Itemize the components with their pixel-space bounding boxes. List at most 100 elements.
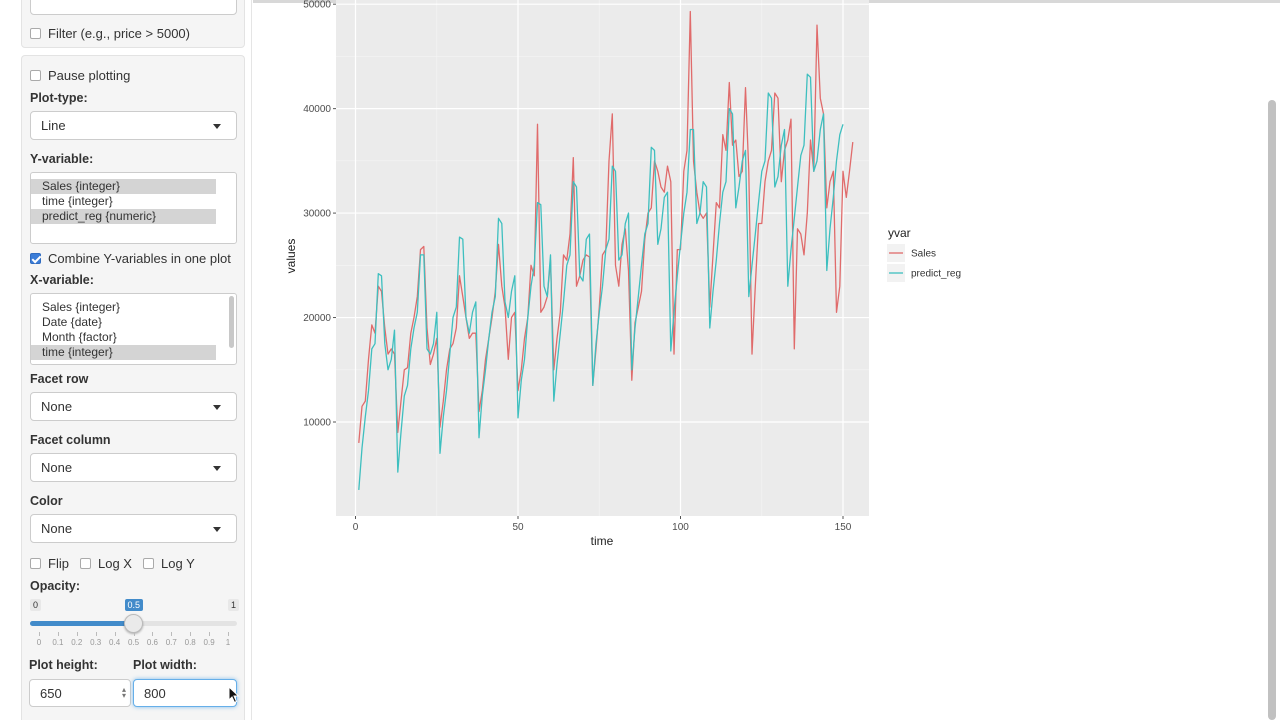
- yvar-option[interactable]: predict_reg {numeric}: [31, 209, 216, 224]
- facet-row-select[interactable]: None: [30, 392, 237, 421]
- slider-handle[interactable]: [124, 614, 143, 633]
- chevron-down-icon: [213, 405, 221, 410]
- y-tick-label: 10000: [303, 417, 331, 428]
- filter-checkbox[interactable]: [30, 28, 41, 39]
- slider-tick-mark: [209, 632, 211, 636]
- slider-tick-label: 0.7: [165, 638, 177, 647]
- line-chart: 10000 20000 30000 40000 50000 0 50 100 150 time…: [284, 0, 961, 548]
- main-panel: 10000 20000 30000 40000 50000 0 50 100 150 time…: [253, 0, 1280, 720]
- plot-type-label: Plot-type:: [30, 91, 88, 105]
- slider-tick-mark: [114, 632, 116, 636]
- yvar-option[interactable]: time {integer}: [42, 194, 113, 208]
- slider-tick-label: 1: [225, 638, 231, 647]
- logy-checkbox-row[interactable]: Log Y: [143, 556, 195, 571]
- xvar-scrollbar[interactable]: [229, 296, 234, 348]
- slider-tick-label: 0.3: [90, 638, 102, 647]
- legend-label: Sales: [911, 249, 936, 260]
- y-tick-label: 40000: [303, 104, 331, 115]
- x-axis-ticks: 0 50 100 150: [353, 516, 852, 533]
- slider-tick-label: 0.2: [71, 638, 83, 647]
- legend: Sales predict_reg: [887, 244, 961, 282]
- plot-height-value: 650: [40, 685, 62, 701]
- logx-label: Log X: [98, 556, 132, 571]
- plot-height-input[interactable]: 650 ▴ ▾: [29, 679, 131, 707]
- legend-title: yvar: [888, 226, 911, 240]
- logx-checkbox[interactable]: [80, 558, 91, 569]
- xvar-option[interactable]: Date {date}: [42, 315, 103, 329]
- logx-checkbox-row[interactable]: Log X: [80, 556, 132, 571]
- x-axis-title: time: [591, 534, 614, 548]
- filter-well: Filter (e.g., price > 5000): [21, 0, 245, 48]
- plot-width-label: Plot width:: [133, 658, 197, 672]
- chevron-down-icon: [213, 466, 221, 471]
- slider-value-label: 0.5: [124, 599, 144, 611]
- slider-tick-label: 0.6: [146, 638, 158, 647]
- slider-tick-label: 0.9: [203, 638, 215, 647]
- slider-tick-label: 0: [36, 638, 42, 647]
- logy-label: Log Y: [161, 556, 195, 571]
- plot-height-label: Plot height:: [29, 658, 98, 672]
- plot-type-select[interactable]: Line: [30, 111, 237, 140]
- yvar-listbox[interactable]: Sales {integer} time {integer} predict_r…: [30, 172, 237, 244]
- slider-tick-mark: [133, 632, 135, 636]
- y-axis-title: values: [284, 239, 298, 274]
- slider-max-label: 1: [228, 599, 240, 611]
- pause-checkbox-row[interactable]: Pause plotting: [30, 68, 130, 83]
- series-line-predict-reg: [358, 73, 844, 490]
- color-select[interactable]: None: [30, 514, 237, 543]
- plot-type-value: Line: [41, 118, 66, 133]
- yvar-label: Y-variable:: [30, 152, 94, 166]
- combine-label: Combine Y-variables in one plot: [48, 251, 231, 266]
- pause-checkbox[interactable]: [30, 70, 41, 81]
- slider-tick-mark: [171, 632, 173, 636]
- x-tick-label: 150: [835, 522, 852, 533]
- slider-tick-mark: [39, 632, 40, 636]
- legend-label: predict_reg: [911, 269, 961, 280]
- y-tick-label: 30000: [303, 209, 331, 220]
- x-tick-label: 50: [512, 522, 524, 533]
- combine-checkbox-row[interactable]: Combine Y-variables in one plot: [30, 251, 231, 266]
- logy-checkbox[interactable]: [143, 558, 154, 569]
- flip-label: Flip: [48, 556, 69, 571]
- facet-row-label: Facet row: [30, 372, 89, 386]
- xvar-option[interactable]: time {integer}: [31, 345, 216, 360]
- xvar-option[interactable]: Month {factor}: [42, 330, 117, 344]
- y-axis-ticks: 10000 20000 30000 40000 50000: [303, 0, 336, 428]
- facet-col-label: Facet column: [30, 433, 111, 447]
- slider-tick-label: 0.4: [109, 638, 121, 647]
- view-input[interactable]: [30, 0, 237, 15]
- facet-row-value: None: [41, 399, 73, 414]
- mouse-cursor-icon: [228, 686, 240, 704]
- page-scrollbar[interactable]: [1268, 100, 1276, 720]
- pause-label: Pause plotting: [48, 68, 131, 83]
- slider-tick-label: 0.8: [184, 638, 196, 647]
- grid-major: [336, 0, 869, 516]
- sidebar: Filter (e.g., price > 5000) Pause plotti…: [0, 0, 252, 720]
- yvar-option[interactable]: Sales {integer}: [31, 179, 216, 194]
- filter-checkbox-row[interactable]: Filter (e.g., price > 5000): [30, 26, 190, 41]
- plot-width-input[interactable]: 800: [133, 679, 237, 707]
- color-label: Color: [30, 494, 63, 508]
- series-layer: [358, 10, 854, 490]
- xvar-label: X-variable:: [30, 273, 94, 287]
- combine-checkbox[interactable]: [30, 253, 41, 264]
- slider-tick-mark: [190, 632, 192, 636]
- slider-tick-mark: [95, 632, 97, 636]
- facet-col-select[interactable]: None: [30, 453, 237, 482]
- slider-tick-mark: [152, 632, 154, 636]
- plot-width-value: 800: [144, 685, 166, 701]
- xvar-option[interactable]: Sales {integer}: [42, 300, 121, 314]
- xvar-listbox[interactable]: Sales {integer} Date {date} Month {facto…: [30, 293, 237, 365]
- flip-checkbox[interactable]: [30, 558, 41, 569]
- stepper-icon[interactable]: ▴ ▾: [121, 685, 126, 700]
- flip-checkbox-row[interactable]: Flip: [30, 556, 69, 571]
- y-tick-label: 20000: [303, 313, 331, 324]
- slider-tick-mark: [76, 632, 78, 636]
- slider-tick-mark: [57, 632, 59, 636]
- color-value: None: [41, 521, 73, 536]
- facet-col-value: None: [41, 460, 73, 475]
- x-tick-label: 0: [353, 522, 359, 533]
- slider-tick-label: 0.5: [127, 638, 140, 647]
- opacity-label: Opacity:: [30, 579, 81, 593]
- filter-label: Filter (e.g., price > 5000): [48, 26, 190, 41]
